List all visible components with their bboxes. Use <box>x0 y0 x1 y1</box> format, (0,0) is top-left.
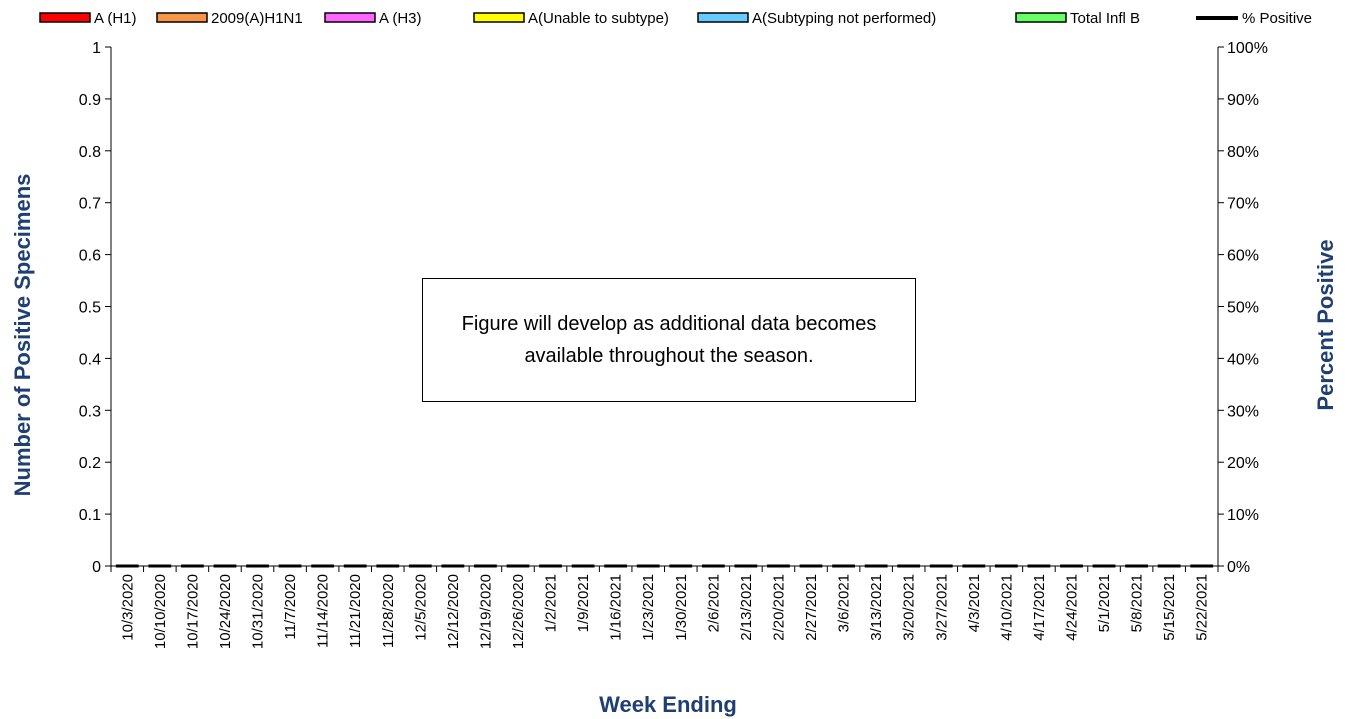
legend-label: A (H3) <box>379 10 422 27</box>
x-tick-label: 3/20/2021 <box>901 574 918 641</box>
x-tick-label: 11/21/2020 <box>347 574 364 648</box>
y-tick-label: 0.5 <box>79 300 101 317</box>
legend-label: 2009(A)H1N1 <box>211 10 303 27</box>
x-tick-label: 12/26/2020 <box>510 574 527 649</box>
legend-swatch <box>39 12 91 23</box>
y-axis-right-ticks: 0% 10% 20% 30% 40% 50% 60% 70% 80% 90% 100% <box>1218 40 1268 576</box>
y-tick-label: 0.6 <box>79 248 101 265</box>
annotation-text: Figure will develop as additional data b… <box>461 313 877 367</box>
x-tick-label: 2/27/2021 <box>803 574 820 641</box>
x-tick-label: 11/28/2020 <box>380 574 397 648</box>
x-tick-label: 11/7/2020 <box>282 574 299 640</box>
y-tick-label: 0.2 <box>79 455 101 472</box>
x-tick-label: 12/12/2020 <box>445 574 462 649</box>
x-axis-ticks: 10/3/2020 10/10/2020 10/17/2020 10/24/2020 1… <box>110 566 1219 649</box>
y2-tick-label: 60% <box>1227 248 1259 265</box>
y-axis-left-title: Number of Positive Specimens <box>10 174 35 497</box>
y2-tick-label: 40% <box>1227 351 1259 368</box>
y-tick-label: 0.9 <box>79 92 101 109</box>
legend-swatch <box>156 12 208 23</box>
x-tick-label: 1/23/2021 <box>640 574 657 641</box>
legend-label: Total Infl B <box>1070 10 1140 27</box>
chart-annotation: Figure will develop as additional data b… <box>422 278 916 402</box>
x-tick-label: 10/10/2020 <box>152 574 169 649</box>
legend-swatch <box>324 12 376 23</box>
legend-swatch <box>473 12 525 23</box>
legend-item: A(Unable to subtype) <box>473 10 669 27</box>
x-tick-label: 12/19/2020 <box>477 574 494 649</box>
x-tick-label: 3/6/2021 <box>836 574 853 632</box>
y2-tick-label: 100% <box>1227 40 1268 57</box>
legend-swatch <box>1015 12 1067 23</box>
x-tick-label: 4/17/2021 <box>1031 574 1048 641</box>
y-tick-label: 0.1 <box>79 507 101 524</box>
y-tick-label: 0.7 <box>79 196 101 213</box>
x-tick-label: 5/22/2021 <box>1194 574 1211 641</box>
x-tick-label: 10/31/2020 <box>250 574 267 649</box>
x-tick-label: 11/14/2020 <box>315 574 332 648</box>
legend-label: A(Unable to subtype) <box>528 10 669 27</box>
legend-label: A(Subtyping not performed) <box>752 10 936 27</box>
x-tick-label: 10/24/2020 <box>217 574 234 649</box>
y2-tick-label: 80% <box>1227 144 1259 161</box>
x-tick-label: 2/20/2021 <box>770 574 787 641</box>
x-tick-label: 10/17/2020 <box>184 574 201 649</box>
x-tick-label: 2/6/2021 <box>705 574 722 632</box>
y2-tick-label: 10% <box>1227 507 1259 524</box>
y2-tick-label: 0% <box>1227 559 1250 576</box>
y-tick-label: 0.3 <box>79 403 101 420</box>
y-tick-label: 0.8 <box>79 144 101 161</box>
y2-tick-label: 90% <box>1227 92 1259 109</box>
legend-item: 2009(A)H1N1 <box>156 10 303 27</box>
x-tick-label: 12/5/2020 <box>412 574 429 641</box>
x-tick-label: 1/30/2021 <box>673 574 690 641</box>
x-tick-label: 1/2/2021 <box>543 574 560 632</box>
y2-tick-label: 70% <box>1227 196 1259 213</box>
x-tick-label: 5/8/2021 <box>1129 574 1146 632</box>
x-tick-label: 1/9/2021 <box>575 574 592 632</box>
x-tick-label: 4/10/2021 <box>998 574 1015 641</box>
x-tick-label: 5/15/2021 <box>1161 574 1178 641</box>
legend-item: Total Infl B <box>1015 10 1140 27</box>
x-tick-label: 1/16/2021 <box>608 574 625 641</box>
x-axis-title: Week Ending <box>599 692 737 717</box>
y-axis-left-ticks: 0 0.1 0.2 0.3 0.4 0.5 0.6 0.7 0.8 0.9 1 <box>79 40 111 576</box>
legend-item: A (H3) <box>324 10 422 27</box>
legend-item: A(Subtyping not performed) <box>697 10 936 27</box>
y-tick-label: 0 <box>92 559 101 576</box>
x-tick-label: 5/1/2021 <box>1096 574 1113 632</box>
legend-swatch <box>697 12 749 23</box>
x-tick-label: 2/13/2021 <box>738 574 755 641</box>
chart-legend: A (H1) 2009(A)H1N1 A (H3) A(Unable to subty… <box>39 10 1312 27</box>
legend-item: A (H1) <box>39 10 137 27</box>
x-tick-label: 10/3/2020 <box>119 574 136 641</box>
legend-label: A (H1) <box>94 10 137 27</box>
y-tick-label: 1 <box>92 40 101 57</box>
x-tick-label: 4/24/2021 <box>1063 574 1080 641</box>
x-tick-label: 4/3/2021 <box>966 574 983 632</box>
y2-tick-label: 20% <box>1227 455 1259 472</box>
legend-item: % Positive <box>1196 10 1312 27</box>
y2-tick-label: 30% <box>1227 403 1259 420</box>
x-tick-label: 3/13/2021 <box>868 574 885 641</box>
y-tick-label: 0.4 <box>79 351 101 368</box>
x-tick-label: 3/27/2021 <box>933 574 950 641</box>
y-axis-right-title: Percent Positive <box>1313 239 1338 410</box>
y2-tick-label: 50% <box>1227 300 1259 317</box>
legend-label: % Positive <box>1242 10 1312 27</box>
